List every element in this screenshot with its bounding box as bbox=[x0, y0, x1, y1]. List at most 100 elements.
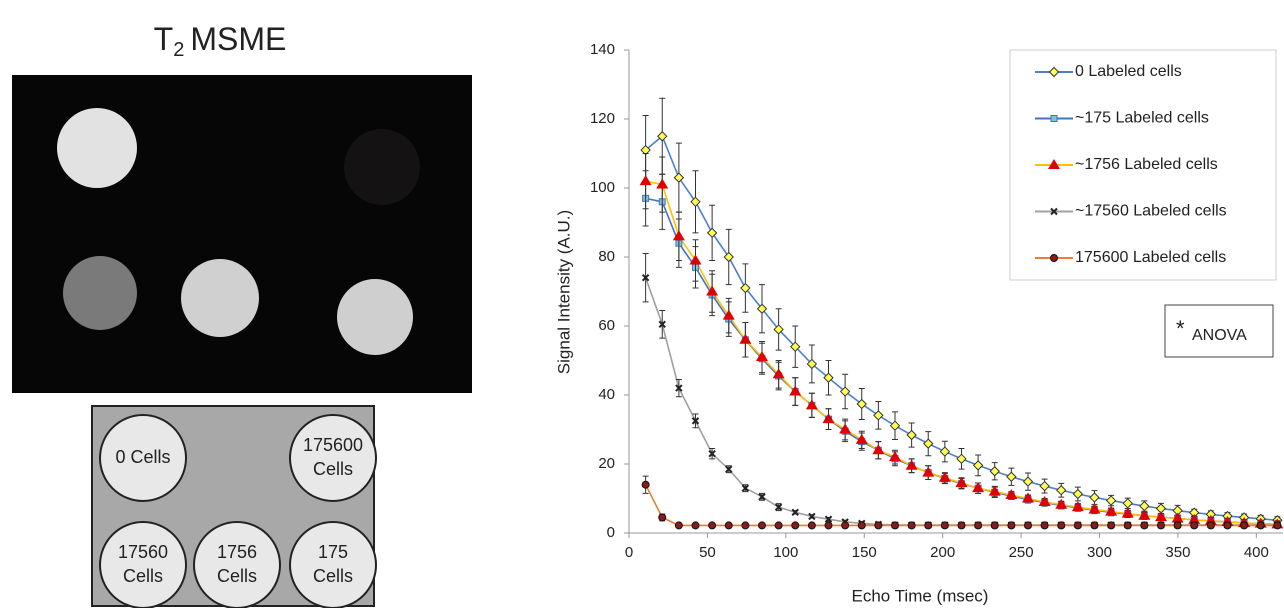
y-tick-label: 140 bbox=[590, 41, 615, 58]
well-label: 175 bbox=[318, 542, 348, 562]
marker bbox=[1057, 486, 1066, 495]
marker bbox=[1141, 522, 1148, 529]
marker bbox=[875, 522, 882, 529]
title-sub: 2 bbox=[173, 39, 184, 61]
marker bbox=[758, 522, 765, 529]
marker bbox=[941, 522, 948, 529]
marker bbox=[1191, 522, 1198, 529]
legend-label: ~175 Labeled cells bbox=[1075, 110, 1209, 127]
marker bbox=[709, 522, 716, 529]
mri-well bbox=[63, 256, 137, 330]
y-tick-label: 20 bbox=[598, 455, 615, 472]
mri-well bbox=[337, 279, 413, 355]
marker bbox=[1123, 499, 1132, 508]
mri-well bbox=[344, 129, 420, 205]
marker bbox=[1207, 522, 1214, 529]
marker bbox=[708, 228, 717, 237]
well-label: Cells bbox=[313, 566, 353, 586]
annotation-symbol: * bbox=[1176, 316, 1185, 341]
marker bbox=[689, 254, 701, 264]
marker bbox=[975, 522, 982, 529]
marker bbox=[1058, 522, 1065, 529]
x-axis-title: Echo Time (msec) bbox=[852, 586, 989, 605]
page: {"figure": {"title_main": "T", "title_su… bbox=[0, 0, 1284, 608]
x-tick-label: 200 bbox=[930, 544, 955, 561]
marker bbox=[1091, 522, 1098, 529]
marker bbox=[890, 421, 899, 430]
x-tick-label: 350 bbox=[1165, 544, 1190, 561]
marker bbox=[891, 522, 898, 529]
legend-marker bbox=[1051, 116, 1057, 122]
marker bbox=[725, 522, 732, 529]
mri-well bbox=[57, 108, 137, 188]
x-tick-label: 250 bbox=[1009, 544, 1034, 561]
marker bbox=[742, 522, 749, 529]
x-tick-label: 400 bbox=[1244, 544, 1269, 561]
marker bbox=[1257, 522, 1264, 529]
marker bbox=[842, 522, 849, 529]
marker bbox=[674, 173, 683, 182]
marker bbox=[1008, 522, 1015, 529]
x-tick-label: 0 bbox=[625, 544, 633, 561]
legend-label: 175600 Labeled cells bbox=[1075, 249, 1226, 266]
marker bbox=[675, 522, 682, 529]
marker bbox=[958, 522, 965, 529]
marker bbox=[907, 431, 916, 440]
marker bbox=[642, 481, 649, 488]
marker bbox=[1224, 522, 1231, 529]
marker bbox=[808, 522, 815, 529]
legend-label: ~1756 Labeled cells bbox=[1075, 156, 1218, 173]
well-label: 175600 bbox=[303, 435, 363, 455]
marker bbox=[640, 175, 652, 185]
marker bbox=[1107, 496, 1116, 505]
y-tick-label: 60 bbox=[598, 317, 615, 334]
marker bbox=[974, 461, 983, 470]
marker bbox=[1157, 522, 1164, 529]
x-tick-label: 100 bbox=[773, 544, 798, 561]
marker bbox=[924, 439, 933, 448]
well-label: 17560 bbox=[118, 542, 168, 562]
well-label: Cells bbox=[217, 566, 257, 586]
marker bbox=[1274, 522, 1281, 529]
figure: T2MSME 0 Cells175600Cells17560Cells1756C… bbox=[0, 0, 1284, 608]
annotation: ANOVA bbox=[1192, 327, 1247, 344]
marker bbox=[1023, 477, 1032, 486]
marker bbox=[1024, 522, 1031, 529]
marker bbox=[940, 447, 949, 456]
legend-label: 0 Labeled cells bbox=[1075, 63, 1182, 80]
mri-well bbox=[181, 259, 259, 337]
y-tick-label: 0 bbox=[607, 524, 615, 541]
marker bbox=[1241, 522, 1248, 529]
marker bbox=[908, 522, 915, 529]
marker bbox=[659, 514, 666, 521]
marker bbox=[957, 454, 966, 463]
marker bbox=[792, 522, 799, 529]
well-label: 1756 bbox=[217, 542, 257, 562]
marker bbox=[1124, 522, 1131, 529]
marker bbox=[724, 253, 733, 262]
marker bbox=[723, 310, 735, 320]
y-tick-label: 80 bbox=[598, 248, 615, 265]
well-label: Cells bbox=[123, 566, 163, 586]
x-tick-label: 300 bbox=[1087, 544, 1112, 561]
x-tick-label: 150 bbox=[852, 544, 877, 561]
well-label: Cells bbox=[313, 459, 353, 479]
y-tick-label: 40 bbox=[598, 386, 615, 403]
marker bbox=[1073, 490, 1082, 499]
well-label: 0 Cells bbox=[115, 447, 170, 467]
marker bbox=[1090, 493, 1099, 502]
marker bbox=[1140, 502, 1149, 511]
y-tick-label: 100 bbox=[590, 179, 615, 196]
marker bbox=[691, 197, 700, 206]
marker bbox=[925, 522, 932, 529]
marker bbox=[775, 522, 782, 529]
marker bbox=[872, 444, 884, 454]
marker bbox=[1108, 522, 1115, 529]
y-tick-label: 120 bbox=[590, 110, 615, 127]
marker bbox=[1040, 482, 1049, 491]
y-axis-title: Signal Intensity (A.U.) bbox=[554, 210, 573, 374]
legend-label: ~17560 Labeled cells bbox=[1075, 203, 1227, 220]
chart: Echo Time (msec) Signal Intensity (A.U.)… bbox=[554, 41, 1283, 606]
marker bbox=[825, 522, 832, 529]
